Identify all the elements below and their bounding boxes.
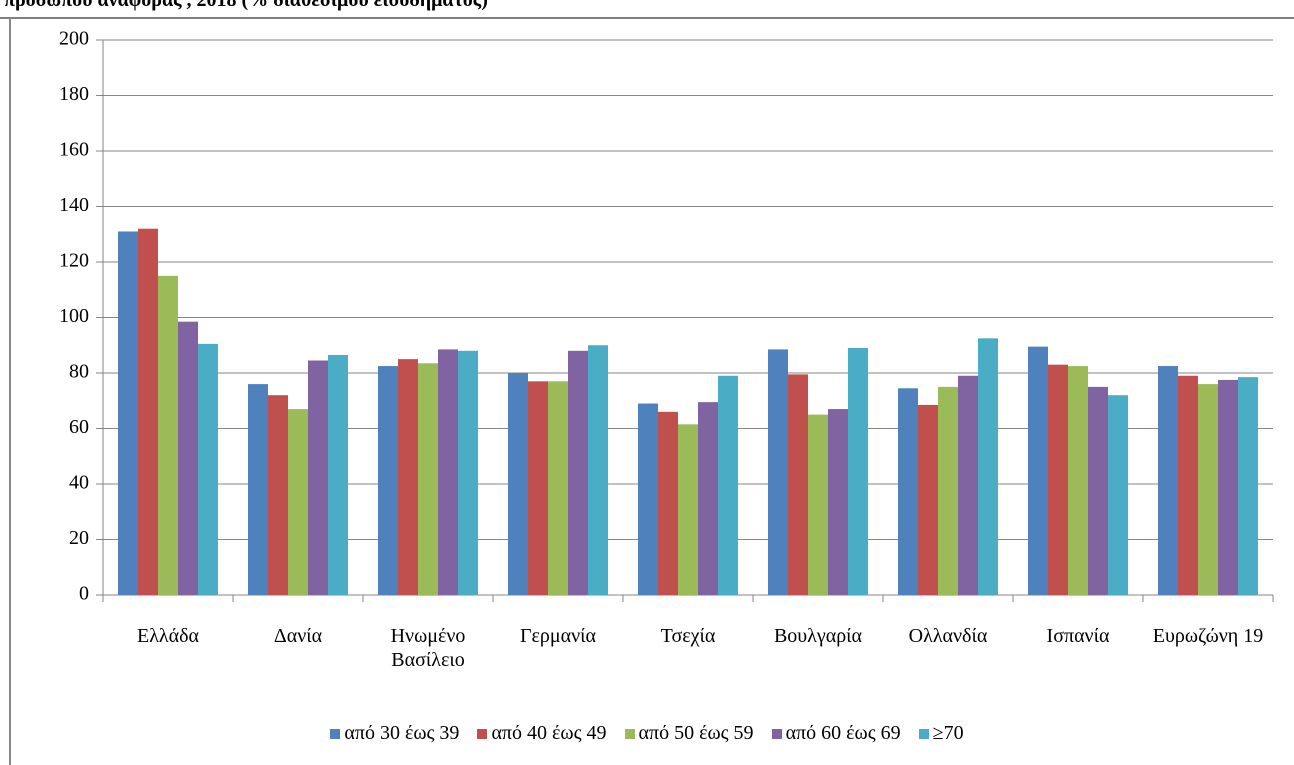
bar: [1158, 366, 1178, 595]
legend-label: από 40 έως 49: [491, 722, 607, 744]
bar: [938, 386, 958, 595]
legend-item: από 60 έως 69: [771, 722, 901, 745]
bar: [918, 404, 938, 595]
bar: [638, 403, 658, 595]
bar: [198, 343, 218, 595]
legend-swatch: [918, 728, 929, 739]
y-tick-label: 140: [59, 194, 89, 216]
x-tick-label: Βουλγαρία: [773, 625, 863, 647]
bar: [548, 381, 568, 595]
y-tick-label: 20: [69, 527, 89, 549]
bar: [658, 411, 678, 595]
legend-item: από 50 έως 59: [624, 722, 754, 745]
bar: [1238, 377, 1258, 595]
y-tick-label: 160: [59, 139, 89, 161]
x-tick-label: Ηνωμένο Βασίλειο: [390, 625, 466, 671]
legend-label: ≥70: [932, 722, 964, 744]
bar: [698, 402, 718, 595]
bar: [958, 375, 978, 595]
bar: [1218, 379, 1238, 595]
bar: [588, 345, 608, 595]
bar: [268, 395, 288, 595]
x-tick-label: Ελλάδα: [137, 625, 199, 647]
bar: [1198, 384, 1218, 595]
bar: [528, 381, 548, 595]
bar: [508, 373, 528, 595]
y-tick-label: 120: [59, 250, 89, 272]
bar: [828, 409, 848, 595]
x-tick-label: Ευρωζώνη 19: [1152, 625, 1264, 647]
legend: από 30 έως 39 από 40 έως 49 από 50 έως 59 α…: [0, 722, 1294, 745]
bar: [328, 354, 348, 595]
bar: [1108, 395, 1128, 595]
bar: [568, 350, 588, 595]
y-tick-label: 60: [69, 416, 89, 438]
bar: [378, 366, 398, 595]
bar: [288, 409, 308, 595]
bar: [768, 349, 788, 595]
x-tick-label: Ισπανία: [1046, 625, 1110, 647]
y-tick-label: 40: [69, 472, 89, 494]
bar: [1028, 346, 1048, 595]
bar: [898, 388, 918, 595]
x-tick-label: Δανία: [273, 625, 323, 647]
bar: [1088, 386, 1108, 595]
bar: [438, 349, 458, 595]
legend-item: από 40 έως 49: [477, 722, 607, 745]
legend-label: από 50 έως 59: [638, 722, 754, 744]
y-tick-label: 200: [59, 28, 89, 50]
x-tick-label: Τσεχία: [660, 625, 716, 647]
bar: [718, 375, 738, 595]
legend-label: από 60 έως 69: [785, 722, 901, 744]
bar: [178, 321, 198, 595]
x-tick-label: Ολλανδία: [908, 625, 988, 647]
bar: [678, 424, 698, 595]
y-tick-label: 0: [79, 583, 89, 605]
bar: [248, 384, 268, 595]
y-tick-label: 180: [59, 83, 89, 105]
legend-swatch: [330, 728, 341, 739]
bar: [1048, 364, 1068, 595]
bar: [1178, 375, 1198, 595]
y-tick-label: 100: [59, 305, 89, 327]
legend-swatch: [771, 728, 782, 739]
bar: [848, 348, 868, 595]
bar: [418, 363, 438, 595]
legend-label: από 30 έως 39: [344, 722, 460, 744]
bar: [788, 374, 808, 595]
bar: [398, 359, 418, 595]
bar: [978, 338, 998, 595]
bar: [158, 275, 178, 595]
bar: [458, 350, 478, 595]
bar: [118, 231, 138, 595]
bar: [308, 360, 328, 595]
legend-swatch: [477, 728, 488, 739]
chart-title: προσώπου αναφοράς , 2018 (% διαθέσιμου ε…: [4, 0, 488, 11]
y-tick-label: 80: [69, 361, 89, 383]
legend-swatch: [624, 728, 635, 739]
bar: [808, 414, 828, 595]
bar: [138, 228, 158, 595]
legend-item: ≥70: [918, 722, 964, 745]
bar: [1068, 366, 1088, 595]
x-tick-label: Γερμανία: [519, 625, 597, 647]
legend-item: από 30 έως 39: [330, 722, 459, 745]
